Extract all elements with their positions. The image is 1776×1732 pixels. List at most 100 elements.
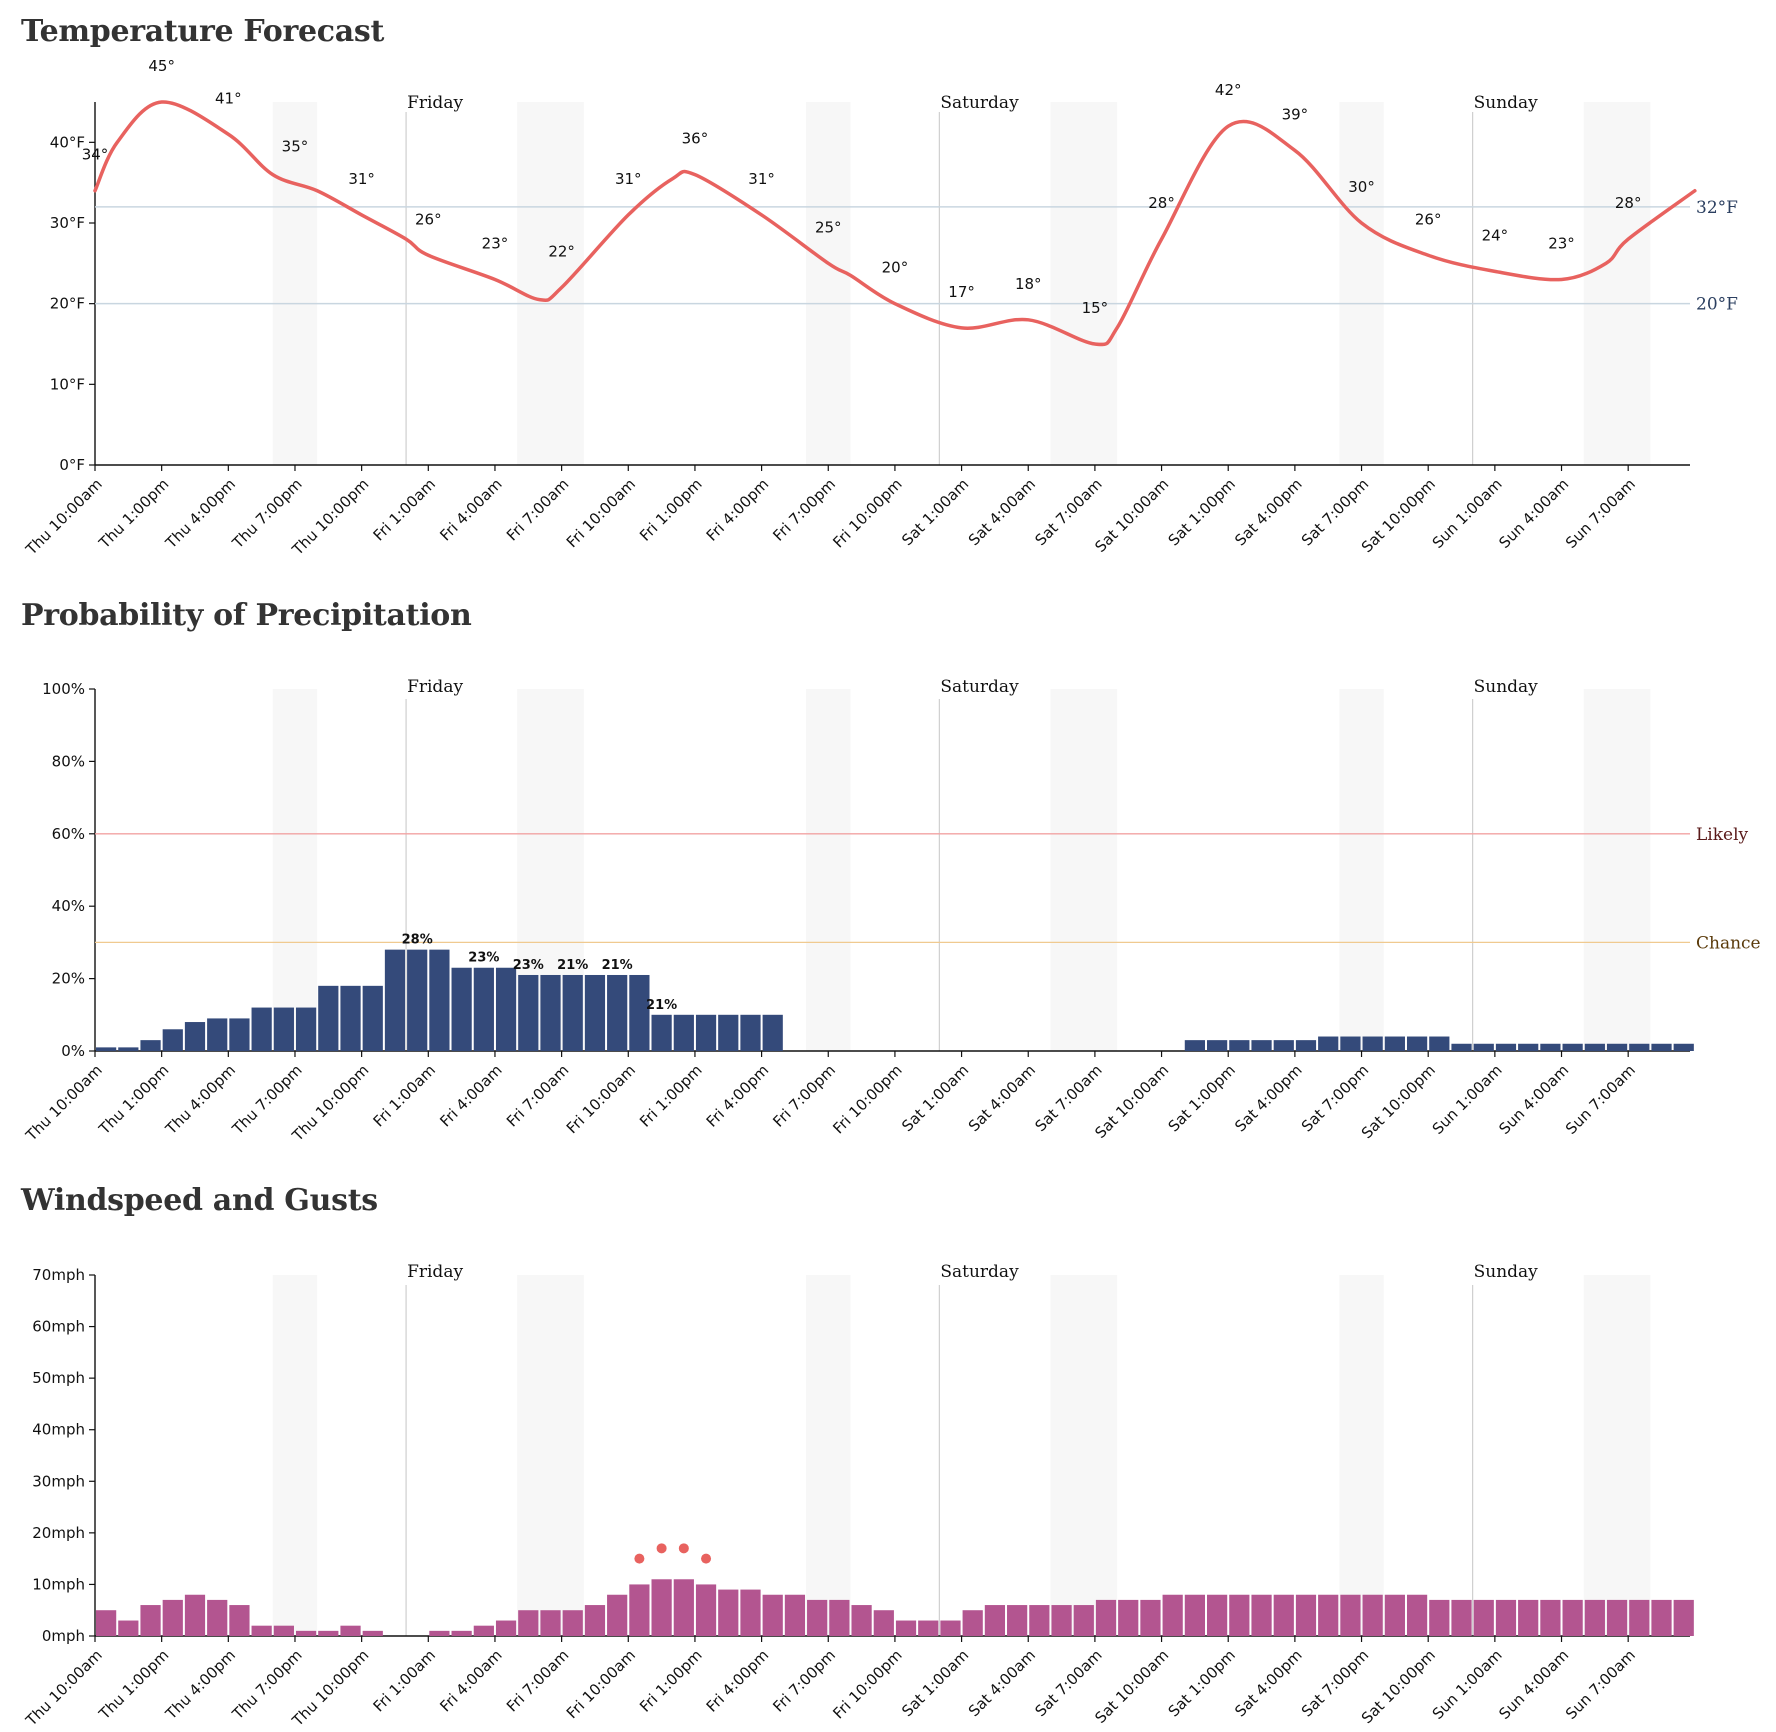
wind-bar: [607, 1594, 628, 1636]
wind-bar: [1273, 1594, 1294, 1636]
wind-bar: [207, 1599, 228, 1636]
x-tick-label: Thu 4:00pm: [161, 475, 239, 553]
precipitation-bar: [451, 967, 472, 1051]
precipitation-bar: [295, 1007, 317, 1051]
wind-bar: [695, 1584, 717, 1636]
y-tick-label: 80%: [52, 752, 85, 770]
y-tick-label: 60mph: [32, 1318, 85, 1336]
night-band: [1339, 1275, 1384, 1636]
x-tick-label: Fri 7:00am: [503, 1061, 572, 1130]
wind-bar: [1518, 1599, 1539, 1636]
temperature-label: 26°: [1415, 210, 1442, 228]
precipitation-bar: [429, 949, 450, 1051]
x-tick-label: Sat 1:00am: [898, 1646, 972, 1720]
precipitation-bar: [384, 949, 406, 1051]
wind-bar: [940, 1620, 961, 1636]
precipitation-bar: [118, 1047, 139, 1051]
x-tick-label: Fri 7:00am: [503, 1646, 572, 1715]
x-tick-label: Sat 4:00am: [965, 1646, 1039, 1720]
precipitation-bar: [1651, 1043, 1672, 1051]
wind-bar: [1540, 1599, 1561, 1636]
temperature-label: 36°: [682, 130, 709, 148]
wind-bar: [318, 1630, 339, 1636]
precipitation-bar: [229, 1018, 250, 1051]
x-tick-label: Fri 10:00am: [563, 1061, 639, 1137]
x-tick-label: Thu 10:00am: [22, 475, 106, 559]
night-band: [272, 689, 318, 1051]
y-tick-label: 0mph: [42, 1627, 85, 1645]
temperature-line: [93, 100, 1697, 347]
y-tick-label: 10mph: [32, 1575, 85, 1593]
precipitation-bar: [340, 985, 361, 1051]
x-tick-label: Sat 4:00pm: [1231, 475, 1305, 549]
wind-bar: [1229, 1594, 1250, 1636]
precipitation-bar: [473, 967, 494, 1051]
wind-bar: [473, 1625, 494, 1636]
precipitation-bar: [629, 974, 650, 1051]
wind-bar: [651, 1579, 672, 1636]
precipitation-label: 28%: [402, 933, 433, 948]
precipitation-bar: [1629, 1043, 1650, 1051]
gust-dot: [678, 1543, 689, 1554]
x-tick-label: Thu 1:00pm: [95, 1061, 173, 1139]
x-tick-label: Fri 7:00am: [503, 475, 572, 544]
x-tick-label: Sun 7:00am: [1562, 1646, 1639, 1723]
wind-bar: [629, 1584, 650, 1636]
temperature-chart-title: Temperature Forecast: [21, 14, 385, 49]
x-tick-label: Fri 4:00am: [436, 1061, 505, 1130]
night-band: [806, 1275, 851, 1636]
wind-bar: [251, 1625, 272, 1636]
precipitation-bar: [251, 1007, 272, 1051]
night-band: [1583, 689, 1651, 1051]
precipitation-label: 23%: [468, 951, 499, 966]
precipitation-bar: [1518, 1043, 1539, 1051]
y-tick-label: 40%: [52, 897, 85, 915]
temperature-label: 35°: [282, 138, 309, 156]
temperature-label: 45°: [148, 57, 175, 75]
wind-bar: [518, 1610, 539, 1636]
temperature-label: 31°: [348, 170, 375, 188]
precipitation-bar: [407, 949, 428, 1051]
night-band: [1583, 102, 1651, 465]
wind-bar: [295, 1630, 317, 1636]
night-band: [517, 102, 584, 465]
night-band: [1050, 102, 1118, 465]
x-tick-label: Sat 4:00am: [965, 475, 1039, 549]
x-tick-label: Thu 4:00pm: [161, 1061, 239, 1139]
wind-bar: [229, 1605, 250, 1636]
x-tick-label: Fri 1:00am: [370, 475, 439, 544]
x-tick-label: Fri 4:00pm: [703, 1061, 773, 1131]
x-tick-label: Fri 10:00am: [563, 1646, 639, 1722]
temperature-label: 23°: [482, 234, 509, 252]
x-tick-label: Fri 10:00pm: [829, 1061, 905, 1137]
wind-bar: [1118, 1599, 1139, 1636]
wind-bar: [1051, 1605, 1072, 1636]
precipitation-bar: [1384, 1036, 1405, 1051]
wind-bar: [984, 1605, 1006, 1636]
gust-dot: [656, 1543, 667, 1554]
precipitation-bar: [562, 974, 583, 1051]
x-tick-label: Fri 1:00pm: [636, 475, 706, 545]
precipitation-bar: [518, 974, 539, 1051]
x-tick-label: Fri 7:00pm: [769, 1061, 839, 1131]
precipitation-label: 21%: [646, 998, 677, 1013]
x-tick-label: Fri 4:00am: [436, 475, 505, 544]
wind-bar: [1473, 1599, 1494, 1636]
wind-bar: [1384, 1594, 1405, 1636]
reference-label: Likely: [1696, 825, 1749, 845]
precipitation-bar: [273, 1007, 294, 1051]
x-tick-label: Sun 7:00am: [1562, 1061, 1639, 1138]
x-tick-label: Sat 7:00pm: [1298, 475, 1372, 549]
x-tick-label: Fri 4:00pm: [703, 475, 773, 545]
precipitation-bar: [673, 1014, 694, 1051]
wind-bar: [162, 1599, 183, 1636]
x-tick-label: Sun 4:00am: [1495, 1646, 1572, 1723]
wind-bar: [340, 1625, 361, 1636]
wind-bar: [1629, 1599, 1650, 1636]
precipitation-bar: [184, 1022, 206, 1051]
night-band: [1339, 689, 1384, 1051]
precipitation-bar: [1184, 1040, 1205, 1051]
precipitation-bar: [1318, 1036, 1339, 1051]
x-tick-label: Fri 4:00pm: [703, 1646, 773, 1716]
